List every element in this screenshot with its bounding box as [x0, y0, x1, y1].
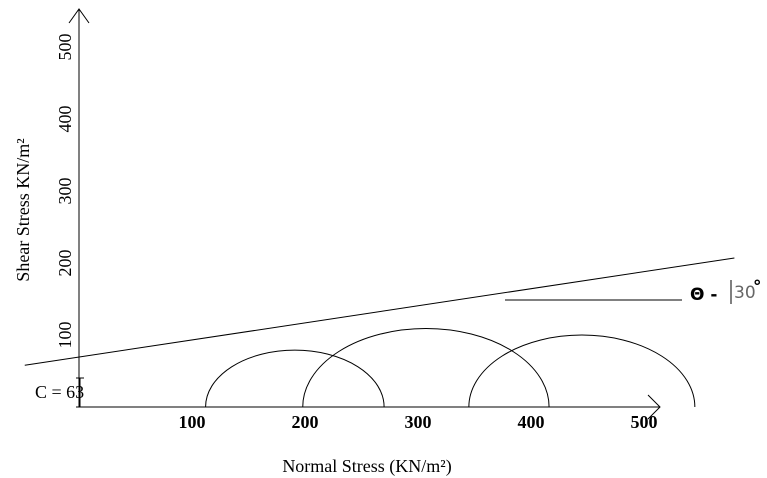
y-axis-label: Shear Stress KN/m² [13, 138, 33, 281]
x-tick-label: 500 [631, 412, 658, 432]
degree-symbol: ° [753, 277, 762, 297]
failure-envelope-line [24, 257, 735, 366]
cohesion-label: C = 63 [35, 382, 84, 402]
y-tick-label: 400 [55, 106, 75, 133]
y-tick-label: 100 [55, 322, 75, 349]
friction-angle-value: 30 [734, 283, 756, 303]
x-tick-label: 400 [518, 412, 545, 432]
x-axis-label: Normal Stress (KN/m²) [282, 456, 451, 477]
y-tick-label: 500 [55, 34, 75, 61]
axes [68, 8, 661, 420]
x-tick-labels: 100 200 300 400 500 [179, 412, 658, 432]
mohr-circle [205, 349, 385, 408]
mohr-circles [205, 328, 696, 408]
x-tick-label: 300 [405, 412, 432, 432]
mohr-circle [468, 334, 696, 408]
y-axis-arrowhead [68, 8, 90, 24]
friction-angle-label: Θ - 30 ° [690, 277, 762, 305]
mohr-circle [302, 328, 550, 408]
y-tick-labels: 100 200 300 400 500 [55, 34, 75, 349]
y-tick-label: 300 [55, 178, 75, 205]
x-tick-label: 200 [292, 412, 319, 432]
x-axis-arrowhead [647, 394, 661, 420]
friction-angle-prefix: Θ - [690, 285, 717, 305]
y-tick-label: 200 [55, 250, 75, 277]
x-tick-label: 100 [179, 412, 206, 432]
cohesion-bracket [76, 377, 84, 408]
